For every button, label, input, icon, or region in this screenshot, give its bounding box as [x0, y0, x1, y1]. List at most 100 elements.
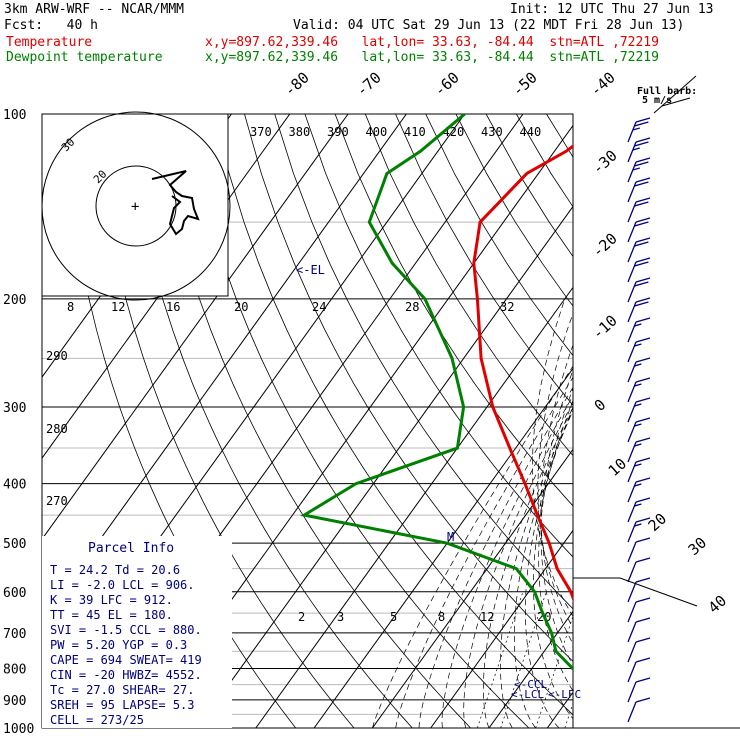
wind-barb-flag — [634, 201, 649, 207]
dry-adiabat-line — [244, 114, 573, 662]
hodograph-speed-label: 32 — [500, 300, 514, 314]
mixing-ratio-line — [588, 592, 634, 728]
theta-e-label: 290 — [46, 349, 68, 363]
isotherm-line — [371, 448, 573, 728]
wind-barb-half-flag — [634, 483, 642, 487]
moist-adiabat-line — [372, 365, 573, 728]
dry-adiabat-line — [607, 114, 740, 728]
parcel-info-row: CAPE = 694 SWEAT= 419 — [50, 653, 202, 667]
isotherm-line — [546, 691, 573, 728]
wind-barb-staff — [627, 141, 637, 163]
wind-barb-staff — [627, 261, 637, 283]
pressure-tick-label: 1000 — [3, 722, 34, 737]
isotherm-label: -80 — [281, 68, 313, 100]
parcel-info-row: K = 39 LFC = 912. — [50, 593, 173, 607]
wind-barb-flag — [635, 417, 651, 423]
wind-barb-flag — [635, 377, 651, 383]
mixing-ratio-label: 3 — [337, 610, 344, 624]
wind-barb-staff — [627, 561, 637, 583]
dry-adiabat-line — [728, 114, 740, 728]
pressure-tick-label: 300 — [3, 401, 26, 416]
barb-legend-flag — [661, 97, 691, 107]
theta-label: 370 — [250, 125, 272, 139]
parcel-info-box — [42, 536, 232, 728]
barb-legend-staff — [653, 75, 697, 114]
wind-barb-flag — [634, 141, 649, 147]
wind-barb-half-flag — [634, 403, 642, 407]
wind-barb-flag — [635, 197, 651, 203]
wind-barb-flag — [635, 257, 651, 263]
dry-adiabat-line — [183, 114, 530, 728]
dry-adiabat-line — [698, 114, 740, 728]
hodograph-ring — [41, 111, 231, 301]
wind-barb-half-flag — [634, 523, 642, 527]
wind-barb-flag — [635, 177, 651, 183]
wind-barb-half-flag — [634, 363, 642, 367]
pressure-tick-label: 900 — [3, 694, 26, 709]
mixing-ratio-line — [477, 591, 524, 728]
moist-adiabat-line — [463, 401, 573, 728]
moist-adiabat-line — [418, 386, 573, 728]
wind-barb-staff — [627, 681, 637, 703]
isotherm-label: -20 — [589, 229, 621, 261]
wind-barb-staff — [627, 381, 637, 403]
init-time: Init: 12 UTC Thu 27 Jun 13 — [510, 2, 714, 17]
isotherm-label: -70 — [353, 68, 385, 100]
dry-adiabat-line — [577, 114, 740, 728]
valid-time: Valid: 04 UTC Sat 29 Jun 13 (22 MDT Fri … — [293, 18, 685, 33]
isotherm-line — [42, 114, 407, 621]
isotherm-label: 20 — [645, 510, 670, 535]
wind-barb-flag — [635, 577, 651, 583]
hodograph-trace — [151, 170, 200, 236]
wind-barb-flag — [634, 281, 649, 287]
wind-barb-half-flag — [634, 503, 642, 507]
wind-barb-half-flag — [632, 147, 640, 151]
wind-barb-flag — [634, 161, 649, 167]
wind-barb-staff — [627, 301, 637, 323]
barb-frame-line — [573, 577, 698, 607]
pressure-tick-label: 400 — [3, 478, 26, 493]
moist-adiabat-line — [395, 376, 573, 728]
dewpoint-profile — [300, 114, 573, 672]
mixing-ratio-line — [500, 591, 547, 728]
hodograph-speed-label: 28 — [405, 300, 419, 314]
wind-barb-staff — [627, 621, 637, 643]
theta-label: 380 — [289, 125, 311, 139]
dry-adiabat-line — [395, 114, 573, 407]
forecast-hour: Fcst: 40 h — [4, 18, 98, 33]
temperature-legend-label: Temperature — [6, 35, 93, 50]
lfc-annotation: <-LFC — [548, 688, 581, 701]
parcel-info-row: T = 24.2 Td = 20.6 — [50, 563, 180, 577]
isotherm-label: -30 — [589, 146, 621, 178]
dry-adiabat-line — [667, 114, 740, 728]
wind-barb-flag — [635, 617, 651, 623]
lcl-annotation: <-LCL — [511, 688, 544, 701]
isotherm-label: -60 — [431, 68, 463, 100]
dry-adiabat-line — [334, 114, 573, 507]
wind-barb-flag — [635, 637, 651, 643]
wind-barb-staff — [627, 341, 637, 363]
isotherm-label: -10 — [589, 311, 621, 343]
parcel-info-title: Parcel Info — [88, 541, 174, 556]
theta-label: 420 — [443, 125, 465, 139]
wind-barb-staff — [627, 701, 637, 723]
hodograph-speed-label: 8 — [67, 300, 74, 314]
parcel-info-row: SVI = -1.5 CCL = 880. — [50, 623, 202, 637]
wind-barb-staff — [627, 161, 637, 183]
wind-barb-flag — [635, 137, 651, 143]
wind-barb-staff — [627, 221, 637, 243]
wind-barb-half-flag — [634, 383, 642, 387]
wind-barb-staff — [627, 481, 637, 503]
wind-barb-staff — [627, 541, 637, 563]
wind-barb-half-flag — [634, 443, 642, 447]
wind-barb-staff — [627, 641, 637, 663]
hodograph-speed-label: 24 — [312, 300, 326, 314]
wind-barb-flag — [635, 397, 651, 403]
mixing-ratio-line — [629, 592, 675, 728]
wind-barb-flag — [635, 557, 651, 563]
wind-barb-staff — [627, 441, 637, 463]
mixing-ratio-label: 5 — [390, 610, 397, 624]
hodograph-box — [41, 113, 229, 297]
isotherm-line — [430, 529, 573, 728]
